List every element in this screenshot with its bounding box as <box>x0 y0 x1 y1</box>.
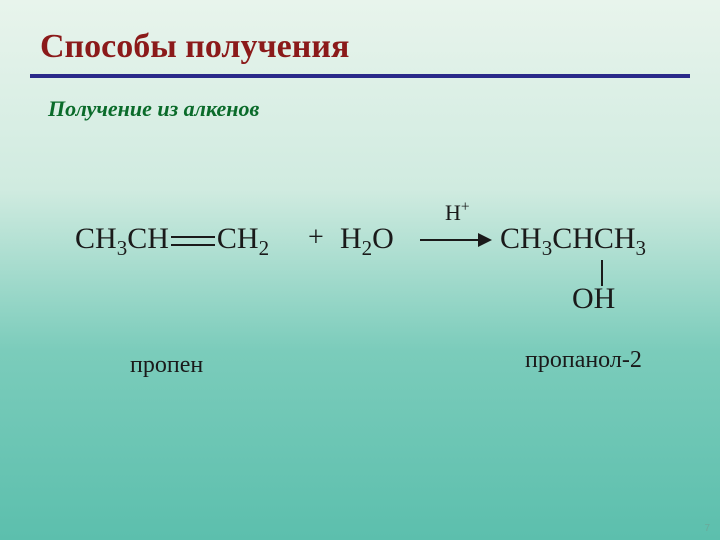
subscript: 2 <box>362 236 373 260</box>
subscript: 3 <box>542 236 553 260</box>
subscript: 3 <box>117 236 128 260</box>
page-number: 7 <box>704 523 710 534</box>
product-name: пропанол-2 <box>525 347 642 374</box>
plus-sign: + <box>308 222 324 254</box>
catalyst-label: H+ <box>445 200 470 226</box>
text: CH <box>75 222 117 255</box>
text: CH <box>500 222 542 255</box>
text: H <box>340 222 362 255</box>
subscript: 2 <box>259 236 270 260</box>
text: CH <box>127 222 169 255</box>
water-formula: H2O <box>340 222 394 256</box>
subscript: 3 <box>636 236 647 260</box>
superscript: + <box>461 199 470 216</box>
slide-title: Способы получения <box>0 0 720 74</box>
double-bond <box>171 235 215 247</box>
text: CHCH <box>552 222 635 255</box>
reactant-name: пропен <box>130 352 203 379</box>
reaction-arrow <box>420 239 490 241</box>
text: CH <box>217 222 259 255</box>
reactant-formula: CH3CHCH2 <box>75 222 269 256</box>
reaction-diagram: CH3CHCH2 + H2O H+ CH3CHCH3 OH пропен про… <box>0 192 720 392</box>
slide-subtitle: Получение из алкенов <box>0 78 720 122</box>
text: O <box>372 222 394 255</box>
product-formula: CH3CHCH3 <box>500 222 646 256</box>
text: H <box>445 200 461 225</box>
product-oh-group: OH <box>572 282 615 316</box>
